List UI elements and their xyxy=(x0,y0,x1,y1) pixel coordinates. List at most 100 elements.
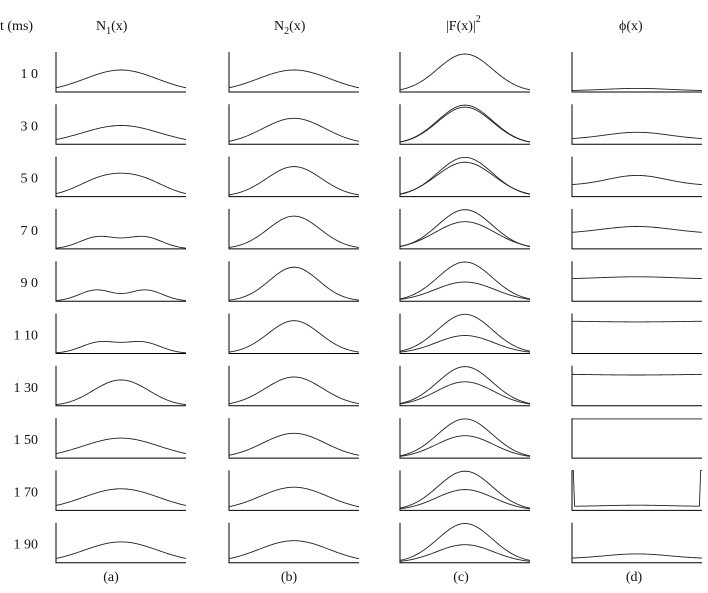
plot-panel xyxy=(228,418,360,459)
plot-panel xyxy=(571,313,703,354)
panels xyxy=(55,52,703,564)
series-line xyxy=(571,131,703,139)
panel-axes xyxy=(571,470,702,511)
panel-axes xyxy=(55,313,186,354)
row-label: 5 0 xyxy=(21,172,39,187)
series-line xyxy=(399,489,531,510)
series-line xyxy=(399,435,531,457)
row-label: 1 10 xyxy=(14,329,39,344)
plot-panel xyxy=(55,470,187,511)
series-line xyxy=(399,335,531,353)
series-line xyxy=(55,541,187,559)
series-line xyxy=(399,261,531,300)
series-line xyxy=(399,104,531,143)
panel-axes xyxy=(399,522,530,564)
plot-panel xyxy=(399,365,531,407)
col-title-n2: N2(x) xyxy=(274,19,306,37)
panel-axes xyxy=(55,156,186,198)
plot-panel xyxy=(228,313,360,354)
panel-axes xyxy=(571,313,702,354)
panel-axes xyxy=(399,52,530,93)
series-line xyxy=(228,376,360,405)
plot-panel xyxy=(399,470,531,511)
series-line xyxy=(399,156,531,195)
row-label: 1 70 xyxy=(14,485,39,500)
panel-axes xyxy=(399,261,530,302)
plot-panel xyxy=(571,208,703,250)
series-line xyxy=(55,488,187,506)
series-line xyxy=(399,523,531,561)
panel-axes xyxy=(399,313,530,354)
panel-label-c: (c) xyxy=(453,570,469,585)
panel-axes xyxy=(228,418,359,459)
panel-axes xyxy=(55,208,186,250)
plot-panel xyxy=(571,522,703,564)
plot-panel xyxy=(399,104,531,145)
series-line xyxy=(399,161,531,195)
col-title-n2-sub: 2 xyxy=(284,26,289,37)
col-title-n1-sub: 1 xyxy=(106,26,111,37)
series-line xyxy=(571,87,703,91)
series-line xyxy=(228,266,360,301)
panel-axes xyxy=(571,208,702,250)
series-line xyxy=(571,373,703,376)
series-line xyxy=(228,166,360,196)
series-line xyxy=(399,313,531,352)
panel-label-b: (b) xyxy=(281,570,298,585)
series-line xyxy=(399,470,531,509)
panel-axes xyxy=(571,261,702,302)
plot-panel xyxy=(228,470,360,511)
panel-label-a: (a) xyxy=(103,570,119,585)
panel-axes xyxy=(228,470,359,511)
panel-axes xyxy=(571,365,702,407)
panel-axes xyxy=(571,156,702,198)
row-label: 1 50 xyxy=(14,433,39,448)
panel-axes xyxy=(55,52,186,93)
col-title-n2-base: N xyxy=(274,19,284,34)
col-title-f: |F(x)|2 xyxy=(446,14,481,34)
plot-panel xyxy=(571,156,703,198)
series-line xyxy=(572,469,702,507)
col-title-f-sup: 2 xyxy=(476,14,481,25)
plot-panel xyxy=(55,52,187,93)
plot-panel xyxy=(399,313,531,354)
series-line xyxy=(571,553,703,559)
col-title-n1: N1(x) xyxy=(96,19,128,37)
series-line xyxy=(571,276,703,280)
panel-axes xyxy=(399,365,530,407)
col-title-f-text: |F(x)| xyxy=(446,19,476,34)
panel-label-d: (d) xyxy=(626,570,643,585)
plot-panel xyxy=(55,365,187,407)
series-line xyxy=(228,320,360,353)
series-line xyxy=(55,289,187,301)
plot-panel xyxy=(571,418,702,459)
row-label: 7 0 xyxy=(21,224,39,239)
series-line xyxy=(55,379,187,406)
panel-axes xyxy=(571,522,702,564)
panel-axes xyxy=(55,470,186,511)
panel-axes xyxy=(228,365,359,407)
row-label: 1 30 xyxy=(14,381,39,396)
plot-panel xyxy=(399,522,531,564)
panel-axes xyxy=(228,104,359,145)
plot-panel xyxy=(571,469,702,511)
plot-panel xyxy=(228,208,360,250)
series-line xyxy=(55,125,187,141)
column-headers: t (ms) N1(x) N2(x) |F(x)|2 ϕ(x) xyxy=(0,14,643,37)
panel-axes xyxy=(55,418,186,459)
series-line xyxy=(571,226,703,233)
series-line xyxy=(399,281,531,300)
plot-panel xyxy=(399,418,531,459)
series-line xyxy=(399,221,531,247)
series-line xyxy=(399,381,531,405)
series-line xyxy=(399,53,531,91)
series-line xyxy=(55,235,187,249)
row-header: t (ms) xyxy=(0,19,33,34)
plot-panel xyxy=(228,104,360,145)
series-line xyxy=(399,106,531,143)
panel-axes xyxy=(55,522,186,564)
panel-axes xyxy=(228,208,359,250)
plot-panel xyxy=(571,365,703,407)
plot-panel xyxy=(55,522,187,564)
series-line xyxy=(399,418,531,457)
